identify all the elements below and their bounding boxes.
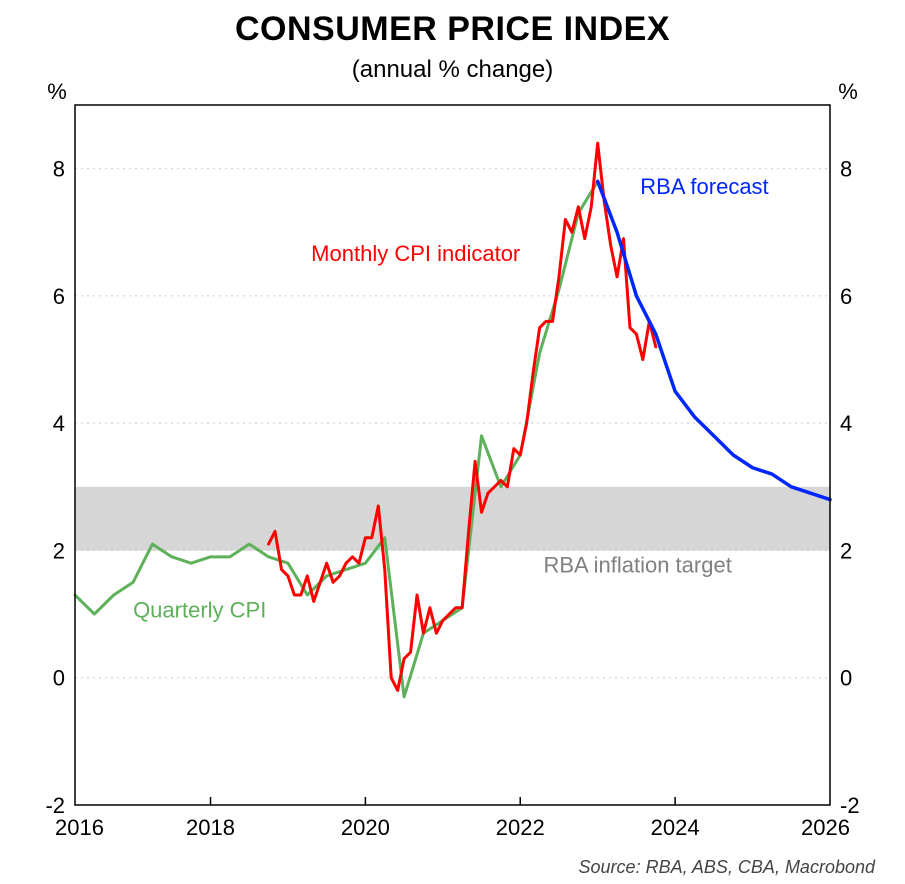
ytick-right: 4 <box>840 411 852 436</box>
ytick-left: 6 <box>53 284 65 309</box>
cpi-chart-container: CONSUMER PRICE INDEX (annual % change) -… <box>0 0 905 884</box>
xtick: 2026 <box>801 815 850 840</box>
chart-subtitle: (annual % change) <box>0 56 905 84</box>
xtick: 2018 <box>186 815 235 840</box>
ytick-right: 8 <box>840 157 852 182</box>
ytick-right: 2 <box>840 538 852 563</box>
chart-svg: -2-20022446688%%201620182020202220242026… <box>0 0 905 884</box>
ytick-left: 2 <box>53 538 65 563</box>
series-monthly-cpi <box>269 143 656 690</box>
ytick-right: 6 <box>840 284 852 309</box>
label-inflation-target: RBA inflation target <box>543 553 731 578</box>
plot-border <box>75 105 830 805</box>
inflation-target-band <box>75 487 830 551</box>
xtick: 2020 <box>341 815 390 840</box>
label-monthly-cpi: Monthly CPI indicator <box>311 241 520 266</box>
ytick-left: 4 <box>53 411 65 436</box>
xtick: 2022 <box>496 815 545 840</box>
ytick-right: 0 <box>840 666 852 691</box>
series-rba-forecast <box>598 181 830 499</box>
xtick: 2024 <box>651 815 700 840</box>
xtick: 2016 <box>55 815 104 840</box>
ytick-left: 8 <box>53 157 65 182</box>
label-rba-forecast: RBA forecast <box>640 174 768 199</box>
label-quarterly-cpi: Quarterly CPI <box>133 597 266 622</box>
chart-title: CONSUMER PRICE INDEX <box>0 10 905 49</box>
ytick-left: 0 <box>53 666 65 691</box>
chart-source: Source: RBA, ABS, CBA, Macrobond <box>579 857 875 878</box>
